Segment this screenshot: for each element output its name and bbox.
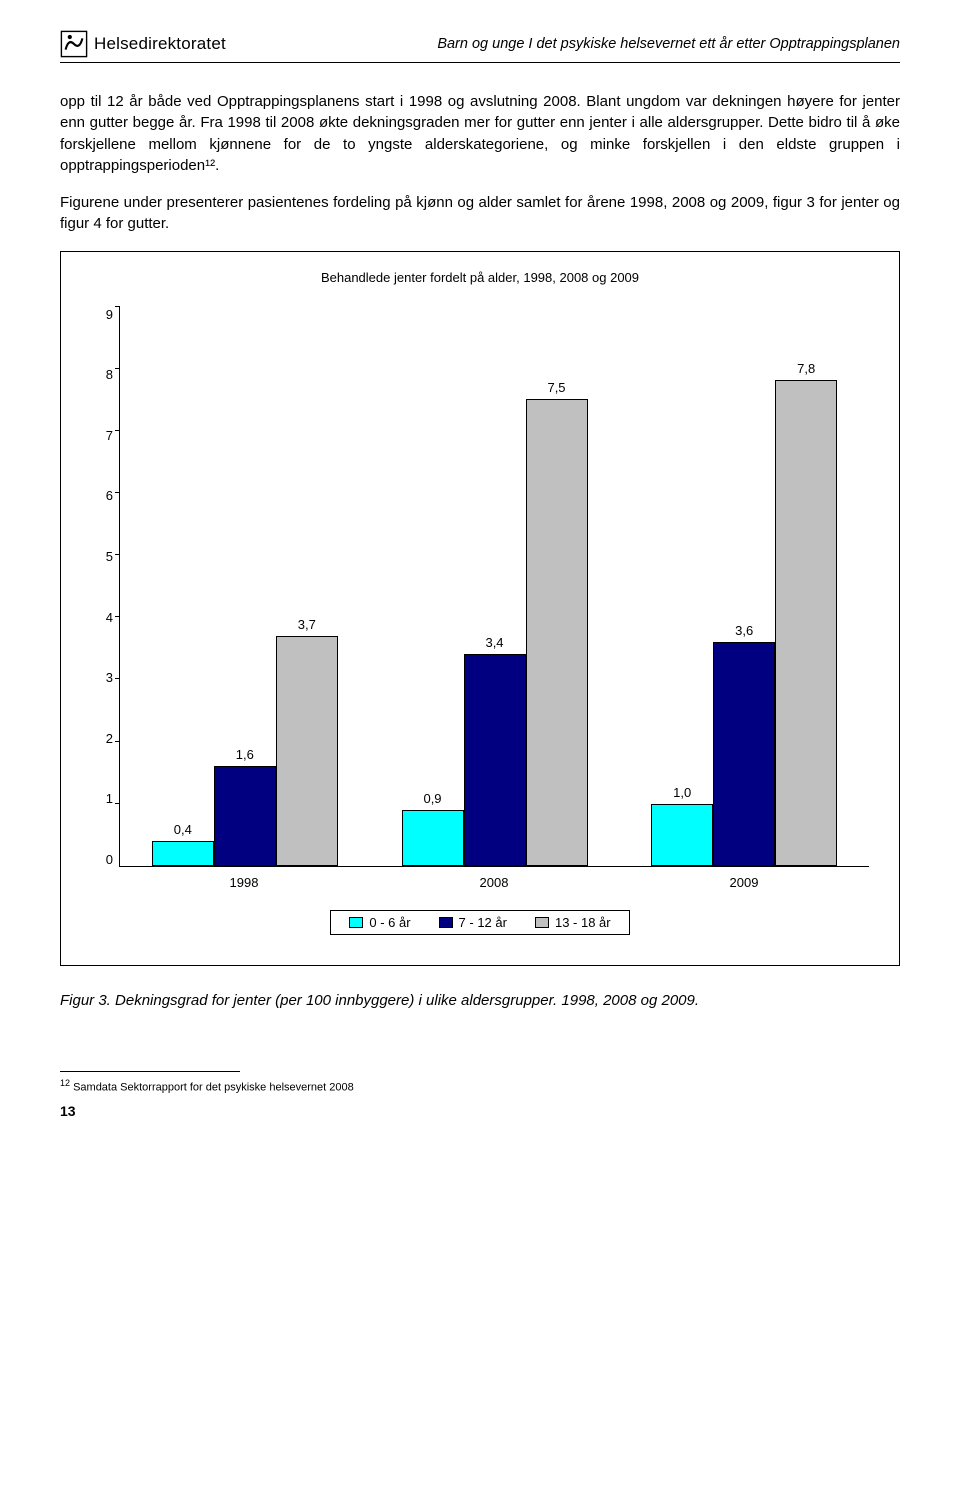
bar-value-label: 7,5 xyxy=(547,380,565,395)
bar-value-label: 3,6 xyxy=(735,623,753,638)
legend-item: 7 - 12 år xyxy=(439,915,507,930)
x-tick-label: 2009 xyxy=(619,875,869,890)
y-axis: 9 8 7 6 5 4 3 2 1 0 xyxy=(91,307,119,867)
legend-swatch xyxy=(349,917,363,928)
plot-area: 0,41,63,70,93,47,51,03,67,8 xyxy=(119,307,869,867)
page-header: Helsedirektoratet Barn og unge I det psy… xyxy=(60,30,900,63)
legend-swatch xyxy=(439,917,453,928)
y-tick-label: 0 xyxy=(106,852,113,867)
bar-wrap: 3,7 xyxy=(276,636,338,866)
footnote: 12 Samdata Sektorrapport for det psykisk… xyxy=(60,1078,900,1094)
logo-text: Helsedirektoratet xyxy=(94,34,226,54)
legend-label: 0 - 6 år xyxy=(369,915,410,930)
bar-value-label: 3,7 xyxy=(298,617,316,632)
bar-value-label: 1,6 xyxy=(236,747,254,762)
y-tick-label: 2 xyxy=(106,731,113,746)
y-tick-label: 4 xyxy=(106,610,113,625)
legend-label: 13 - 18 år xyxy=(555,915,611,930)
figure-caption: Figur 3. Dekningsgrad for jenter (per 10… xyxy=(60,990,900,1011)
y-tick-label: 1 xyxy=(106,791,113,806)
bar: 0,9 xyxy=(402,810,464,866)
bar-group: 0,41,63,7 xyxy=(120,307,370,866)
bar-group: 1,03,67,8 xyxy=(619,307,869,866)
bar-value-label: 7,8 xyxy=(797,361,815,376)
x-tick-label: 2008 xyxy=(369,875,619,890)
legend-label: 7 - 12 år xyxy=(459,915,507,930)
bar-group: 0,93,47,5 xyxy=(370,307,620,866)
bar: 3,7 xyxy=(276,636,338,866)
y-tick-label: 3 xyxy=(106,670,113,685)
bar-value-label: 0,9 xyxy=(423,791,441,806)
paragraph-1: opp til 12 år både ved Opptrappingsplane… xyxy=(60,91,900,176)
chart-container: Behandlede jenter fordelt på alder, 1998… xyxy=(60,251,900,966)
chart-title: Behandlede jenter fordelt på alder, 1998… xyxy=(91,270,869,285)
bar: 3,4 xyxy=(464,654,526,866)
body-text: opp til 12 år både ved Opptrappingsplane… xyxy=(60,91,900,235)
header-subtitle: Barn og unge I det psykiske helsevernet … xyxy=(437,36,900,52)
bar-wrap: 7,8 xyxy=(775,380,837,865)
bar-value-label: 3,4 xyxy=(485,635,503,650)
bar: 0,4 xyxy=(152,841,214,866)
x-tick-label: 1998 xyxy=(119,875,369,890)
paragraph-2: Figurene under presenterer pasientenes f… xyxy=(60,192,900,235)
chart-area: 9876543210 0,41,63,70,93,47,51,03,67,8 xyxy=(91,307,869,867)
footnote-number: 12 xyxy=(60,1078,70,1088)
bar: 1,0 xyxy=(651,804,713,866)
bar-wrap: 0,9 xyxy=(402,810,464,866)
legend-item: 0 - 6 år xyxy=(349,915,410,930)
bar-wrap: 3,6 xyxy=(713,642,775,866)
y-tick-label: 7 xyxy=(106,428,113,443)
bar-wrap: 3,4 xyxy=(464,654,526,866)
footnote-rule xyxy=(60,1071,240,1072)
legend-swatch xyxy=(535,917,549,928)
y-tick-label: 5 xyxy=(106,549,113,564)
page-number: 13 xyxy=(60,1103,900,1119)
legend: 0 - 6 år 7 - 12 år 13 - 18 år xyxy=(330,910,629,935)
footnote-text: Samdata Sektorrapport for det psykiske h… xyxy=(70,1081,354,1093)
bar-wrap: 1,0 xyxy=(651,804,713,866)
bar-wrap: 7,5 xyxy=(526,399,588,866)
bar-wrap: 1,6 xyxy=(214,766,276,866)
bar: 3,6 xyxy=(713,642,775,866)
bar: 7,8 xyxy=(775,380,837,865)
y-tick-label: 8 xyxy=(106,367,113,382)
bar: 7,5 xyxy=(526,399,588,866)
bar-value-label: 1,0 xyxy=(673,785,691,800)
bar-value-label: 0,4 xyxy=(174,822,192,837)
bar: 1,6 xyxy=(214,766,276,866)
helsedirektoratet-icon xyxy=(60,30,88,58)
legend-item: 13 - 18 år xyxy=(535,915,611,930)
bar-wrap: 0,4 xyxy=(152,841,214,866)
logo: Helsedirektoratet xyxy=(60,30,226,58)
y-tick-label: 9 xyxy=(106,307,113,322)
x-axis: 199820082009 xyxy=(119,875,869,890)
y-tick-label: 6 xyxy=(106,488,113,503)
